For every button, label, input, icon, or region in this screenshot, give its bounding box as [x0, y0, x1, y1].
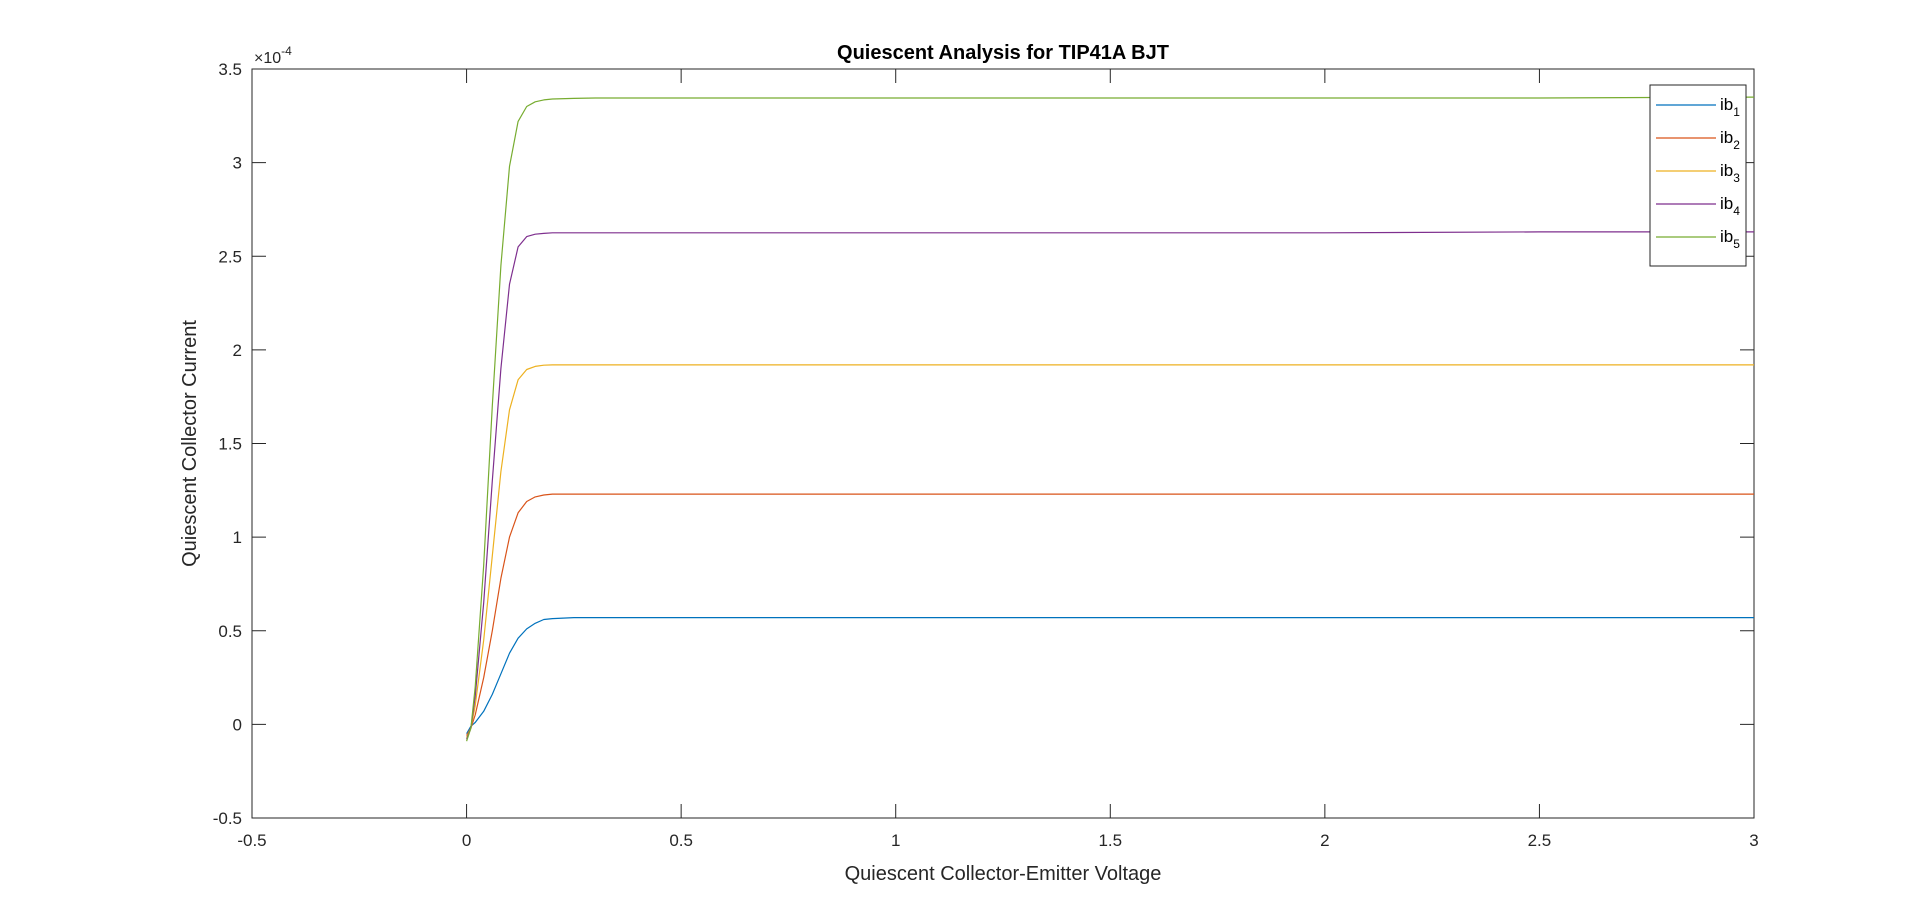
x-ticks: -0.5 0 0.5 1 1.5 2 2.5 3 [237, 69, 1759, 850]
y-tick-label: -0.5 [213, 809, 242, 828]
series-line-ib3 [466, 364, 1754, 738]
plot-area [251, 68, 1755, 819]
y-tick-label: 3.5 [218, 60, 242, 79]
y-scale-factor: ×10-4 [254, 44, 292, 67]
x-axis-label: Quiescent Collector-Emitter Voltage [845, 863, 1162, 885]
chart-title: Quiescent Analysis for TIP41A BJT [837, 42, 1169, 64]
y-tick-label: 1 [233, 528, 242, 547]
legend-label-subscript: 4 [1733, 204, 1740, 218]
y-tick-label: 3 [233, 154, 242, 173]
x-tick-label: 1 [891, 831, 900, 850]
legend-label-base: ib [1720, 95, 1733, 114]
y-tick-label: 2 [233, 341, 242, 360]
legend-label-base: ib [1720, 227, 1733, 246]
series-line-ib1 [466, 616, 1754, 734]
legend-label: ib3 [1720, 161, 1740, 185]
x-tick-label: 1.5 [1098, 831, 1122, 850]
legend-label-subscript: 1 [1733, 105, 1740, 119]
legend-item-ib1[interactable]: ib1 [1656, 95, 1740, 119]
series-line-ib5 [466, 96, 1755, 742]
series-group [466, 96, 1755, 742]
axes: -0.5 0 0.5 1 1.5 2 2.5 3 -0.5 0 0.5 1 1.5 2 2.5 3 3.5 [213, 60, 1759, 850]
legend-box [1649, 84, 1747, 267]
legend-item-ib3[interactable]: ib3 [1656, 161, 1740, 185]
x-tick-label: 2.5 [1528, 831, 1552, 850]
legend-label: ib2 [1720, 128, 1740, 152]
x-tick-label: 3 [1749, 831, 1758, 850]
legend-label: ib1 [1720, 95, 1740, 119]
y-tick-label: 0.5 [218, 622, 242, 641]
legend-label-subscript: 2 [1733, 138, 1740, 152]
legend-label-base: ib [1720, 194, 1733, 213]
legend-item-ib5[interactable]: ib5 [1656, 227, 1740, 251]
legend-label-base: ib [1720, 128, 1733, 147]
y-scale-exponent: -4 [281, 44, 292, 58]
x-tick-label: 0.5 [669, 831, 693, 850]
legend-label: ib4 [1720, 194, 1740, 218]
legend-label-subscript: 5 [1733, 237, 1740, 251]
x-tick-label: 2 [1320, 831, 1329, 850]
legend-label-subscript: 3 [1733, 171, 1740, 185]
y-tick-label: 1.5 [218, 435, 242, 454]
x-tick-label: -0.5 [237, 831, 266, 850]
series-line-ib2 [466, 493, 1754, 736]
legend-label-base: ib [1720, 161, 1733, 180]
y-axis-label: Quiescent Collector Current [179, 320, 201, 567]
y-tick-label: 2.5 [218, 247, 242, 266]
legend-item-ib2[interactable]: ib2 [1656, 128, 1740, 152]
legend-item-ib4[interactable]: ib4 [1656, 194, 1740, 218]
x-tick-label: 0 [462, 831, 471, 850]
series-line-ib4 [466, 231, 1754, 740]
y-ticks: -0.5 0 0.5 1 1.5 2 2.5 3 3.5 [213, 60, 1754, 828]
y-tick-label: 0 [233, 715, 242, 734]
legend-label: ib5 [1720, 227, 1740, 251]
y-scale-base: ×10 [254, 50, 281, 67]
